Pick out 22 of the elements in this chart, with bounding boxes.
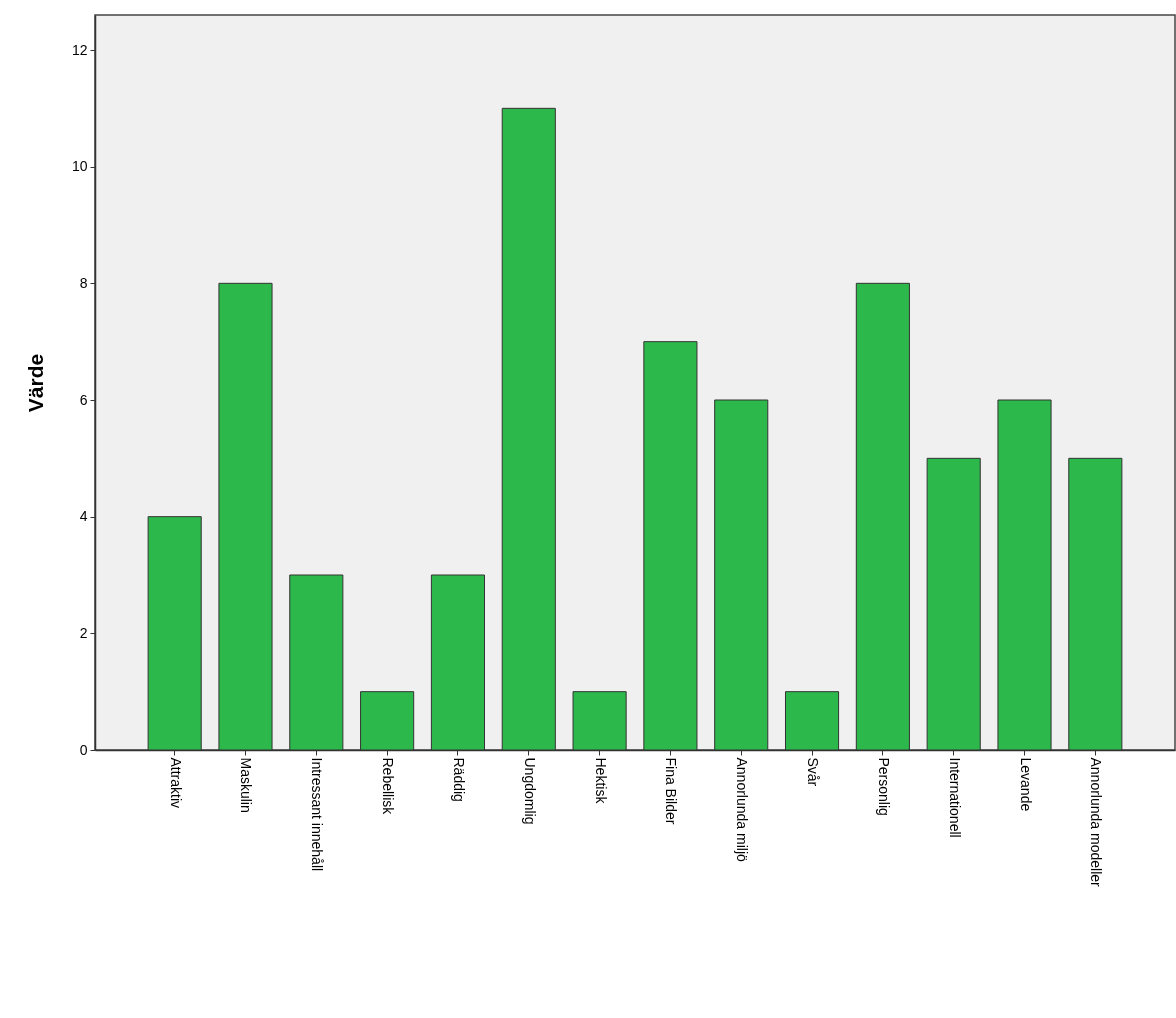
y-tick-label: 12: [71, 41, 88, 58]
x-tick-label: Attraktiv: [167, 757, 184, 809]
x-tick-label: Ungdomlig: [521, 757, 538, 825]
x-tick-label: Intressant innehåll: [309, 757, 326, 872]
x-tick-label: Personlig: [875, 757, 892, 816]
y-tick-label: 4: [79, 508, 88, 525]
y-tick-label: 6: [79, 391, 88, 408]
y-tick-label: 0: [79, 741, 88, 758]
y-tick-label: 10: [71, 158, 88, 175]
x-tick-label: Annorlunda modeller: [1088, 757, 1105, 888]
y-axis-title: Värde: [23, 353, 47, 413]
x-tick-label: Annorlunda miljö: [734, 757, 751, 862]
x-tick-label: Fina Bilder: [663, 757, 680, 825]
y-tick-label: 2: [79, 624, 88, 641]
y-tick-label: 8: [79, 274, 88, 291]
x-tick-label: Räddig: [450, 757, 467, 802]
x-tick-label: Hektisk: [592, 757, 609, 805]
x-tick-label: Maskulin: [238, 757, 255, 813]
x-tick-label: Levande: [1017, 757, 1034, 812]
x-tick-label: Rebellisk: [380, 757, 397, 816]
x-tick-label: Svår: [805, 757, 822, 787]
x-tick-label: Internationell: [946, 757, 963, 838]
